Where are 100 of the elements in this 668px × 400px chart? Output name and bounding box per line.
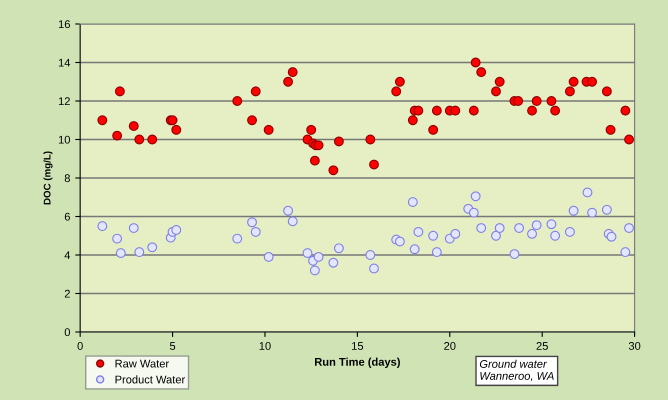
point: [306, 124, 316, 135]
point: [247, 217, 257, 228]
point: [408, 115, 418, 126]
point: [428, 124, 438, 135]
point: [328, 258, 338, 268]
legend-label: Raw Water: [116, 360, 169, 368]
point: [476, 67, 486, 78]
x-tick-label: 15: [352, 342, 364, 350]
point: [432, 247, 442, 258]
x-axis-title: Run Time (days): [315, 358, 400, 368]
point: [568, 76, 579, 87]
point: [310, 156, 320, 166]
point: [510, 249, 520, 259]
point: [624, 134, 634, 144]
point: [250, 226, 261, 237]
point: [602, 86, 612, 96]
point: [112, 130, 122, 141]
point: [602, 204, 612, 215]
point: [247, 115, 257, 126]
point: [334, 243, 344, 254]
point: [606, 124, 616, 135]
x-tick-label: 30: [628, 342, 640, 350]
point: [134, 247, 144, 258]
y-tick-label: 2: [64, 290, 70, 298]
point: [587, 208, 598, 218]
legend-label: Product Water: [116, 375, 186, 384]
point: [369, 264, 379, 274]
point: [394, 76, 405, 87]
point: [394, 236, 405, 246]
point: [410, 244, 420, 254]
point: [232, 234, 242, 244]
point: [606, 232, 616, 242]
point: [314, 252, 324, 262]
x-tick-label: 0: [78, 342, 83, 350]
point: [264, 252, 274, 262]
point: [334, 136, 344, 146]
point: [476, 223, 486, 233]
point: [450, 228, 460, 239]
point: [470, 191, 481, 202]
point: [450, 106, 460, 116]
point: [250, 86, 261, 96]
y-tick-label: 10: [58, 136, 70, 144]
point: [283, 206, 294, 216]
x-tick-label: 25: [536, 342, 548, 350]
point: [546, 219, 556, 230]
point: [147, 242, 158, 252]
point: [582, 187, 592, 198]
y-tick-label: 8: [64, 174, 70, 182]
point: [564, 226, 575, 237]
point: [413, 226, 424, 237]
y-tick-label: 4: [64, 251, 70, 260]
y-tick-label: 0: [64, 328, 70, 336]
point: [568, 206, 579, 216]
point: [514, 223, 524, 233]
y-tick-label: 6: [64, 212, 70, 221]
point: [288, 216, 298, 226]
point: [408, 197, 418, 208]
point: [494, 223, 505, 233]
point: [112, 234, 122, 244]
text: Ground water Wanneroo, WA: [480, 360, 554, 382]
point: [128, 223, 139, 233]
x-tick-label: 5: [170, 342, 176, 350]
point: [147, 134, 158, 144]
point: [468, 208, 479, 218]
y-axis-title: DOC (mg/L): [43, 151, 53, 204]
point: [232, 96, 242, 106]
point: [283, 76, 294, 87]
y-tick-label: 16: [58, 20, 70, 28]
point: [550, 230, 560, 241]
point: [620, 247, 630, 258]
point: [468, 106, 479, 116]
point: [264, 124, 274, 135]
point: [494, 76, 505, 87]
point: [171, 124, 182, 135]
point: [97, 221, 108, 232]
point: [171, 225, 182, 235]
point: [428, 230, 438, 241]
point: [369, 160, 379, 170]
point: [391, 86, 402, 96]
point: [532, 220, 542, 230]
point: [288, 67, 298, 78]
point: [527, 106, 537, 116]
point: [302, 248, 312, 258]
point: [97, 115, 108, 126]
x-tick-label: 20: [444, 342, 456, 350]
point: [413, 106, 424, 116]
point: [114, 86, 125, 96]
point: [134, 134, 144, 144]
point: [624, 223, 634, 233]
point: [532, 96, 542, 106]
point: [491, 86, 501, 96]
point: [546, 96, 556, 106]
y-tick-label: 14: [58, 58, 70, 67]
point: [620, 106, 630, 116]
point: [491, 230, 501, 241]
point: [365, 250, 376, 260]
point: [564, 86, 575, 96]
point: [310, 265, 320, 276]
point: [328, 165, 338, 176]
point: [527, 228, 537, 239]
